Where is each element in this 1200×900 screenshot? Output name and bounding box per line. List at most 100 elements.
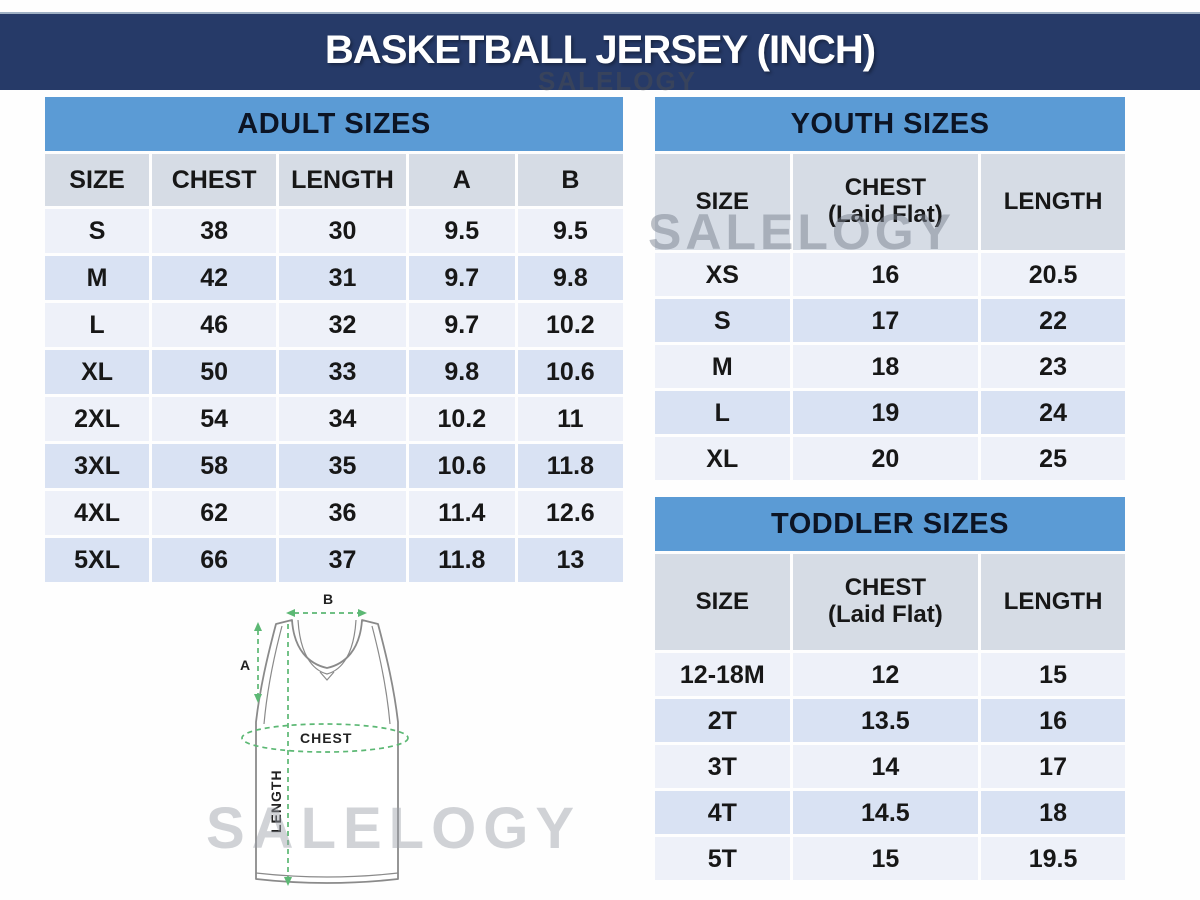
- table-cell: 20.5: [981, 253, 1125, 296]
- table-cell: 54: [152, 397, 277, 441]
- table-cell: 15: [981, 653, 1125, 696]
- table-cell: 37: [279, 538, 406, 582]
- table-cell: 14.5: [792, 791, 979, 834]
- table-cell: 24: [981, 391, 1125, 434]
- table-cell: 9.7: [408, 256, 515, 300]
- table-cell: 66: [152, 538, 277, 582]
- table-cell: 10.6: [408, 444, 515, 488]
- column-header: LENGTH: [981, 154, 1125, 250]
- table-cell: 10.2: [517, 303, 623, 347]
- table-cell: 17: [792, 299, 979, 342]
- table-row: XL 50 33 9.8 10.6: [45, 350, 623, 394]
- table-cell: 33: [279, 350, 406, 394]
- table-cell: XL: [45, 350, 150, 394]
- table-row: 3T 14 17: [655, 745, 1125, 788]
- label-chest: CHEST: [300, 730, 352, 746]
- table-row: 5T 15 19.5: [655, 837, 1125, 880]
- neck-vnotch: [319, 671, 335, 681]
- table-row: 2XL 54 34 10.2 11: [45, 397, 623, 441]
- table-cell: 13.5: [792, 699, 979, 742]
- page-title: BASKETBALL JERSEY (INCH): [324, 28, 876, 72]
- adult-table-title: ADULT SIZES: [45, 97, 623, 151]
- table-cell: 17: [981, 745, 1125, 788]
- table-cell: 2T: [655, 699, 790, 742]
- table-cell: 9.8: [517, 256, 623, 300]
- table-header-row: SIZE CHEST (Laid Flat) LENGTH: [655, 154, 1125, 250]
- table-row: L 46 32 9.7 10.2: [45, 303, 623, 347]
- measure-a-arrow-bottom: [254, 694, 262, 703]
- toddler-sizes-table: TODDLER SIZES SIZE CHEST (Laid Flat) LENGTH…: [655, 497, 1125, 880]
- table-cell: 9.5: [408, 209, 515, 253]
- table-header-row: SIZE CHEST LENGTH A B: [45, 154, 623, 206]
- table-cell: 23: [981, 345, 1125, 388]
- jersey-measurement-diagram: B A CHEST LENGTH: [240, 591, 409, 886]
- measure-b-arrow-right: [358, 609, 367, 617]
- table-cell: 62: [152, 491, 277, 535]
- table-cell: 11.8: [408, 538, 515, 582]
- adult-sizes-table: ADULT SIZES SIZE CHEST LENGTH A B S 38 30 9.5 9.5…: [45, 97, 623, 582]
- table-cell: 12.6: [517, 491, 623, 535]
- table-cell: M: [655, 345, 790, 388]
- column-header: SIZE: [45, 154, 150, 206]
- table-cell: 3T: [655, 745, 790, 788]
- left-armhole-trim: [263, 625, 283, 725]
- table-row: L 19 24: [655, 391, 1125, 434]
- table-row: 5XL 66 37 11.8 13: [45, 538, 623, 582]
- table-cell: 18: [792, 345, 979, 388]
- table-row: 12-18M 12 15: [655, 653, 1125, 696]
- table-cell: 4T: [655, 791, 790, 834]
- table-cell: 9.5: [517, 209, 623, 253]
- label-b: B: [323, 591, 334, 607]
- table-cell: 10.6: [517, 350, 623, 394]
- table-cell: 22: [981, 299, 1125, 342]
- table-cell: 5T: [655, 837, 790, 880]
- column-header: A: [408, 154, 515, 206]
- table-cell: M: [45, 256, 150, 300]
- table-cell: S: [45, 209, 150, 253]
- table-row: 2T 13.5 16: [655, 699, 1125, 742]
- table-cell: 30: [279, 209, 406, 253]
- measure-a-arrow-top: [254, 622, 262, 631]
- column-header: CHEST (Laid Flat): [792, 554, 979, 650]
- bottom-hem-line: [255, 872, 399, 878]
- label-length: LENGTH: [268, 769, 284, 833]
- table-cell: 11.8: [517, 444, 623, 488]
- table-row: M 18 23: [655, 345, 1125, 388]
- column-header: SIZE: [655, 554, 790, 650]
- table-cell: 58: [152, 444, 277, 488]
- table-cell: 12: [792, 653, 979, 696]
- column-header: CHEST: [152, 154, 277, 206]
- neck-trim: [297, 619, 357, 675]
- column-header: LENGTH: [981, 554, 1125, 650]
- measure-b-arrow-left: [286, 609, 295, 617]
- table-cell: 36: [279, 491, 406, 535]
- label-a: A: [240, 657, 251, 673]
- youth-table-title: YOUTH SIZES: [655, 97, 1125, 151]
- table-cell: 35: [279, 444, 406, 488]
- table-cell: 10.2: [408, 397, 515, 441]
- table-cell: 13: [517, 538, 623, 582]
- table-cell: 32: [279, 303, 406, 347]
- table-cell: L: [45, 303, 150, 347]
- table-cell: 18: [981, 791, 1125, 834]
- title-banner: SALELOGY BASKETBALL JERSEY (INCH): [0, 12, 1200, 96]
- table-row: S 38 30 9.5 9.5: [45, 209, 623, 253]
- column-header: B: [517, 154, 623, 206]
- table-row: 4XL 62 36 11.4 12.6: [45, 491, 623, 535]
- table-cell: 31: [279, 256, 406, 300]
- table-cell: 9.7: [408, 303, 515, 347]
- table-cell: XS: [655, 253, 790, 296]
- table-cell: S: [655, 299, 790, 342]
- table-cell: 4XL: [45, 491, 150, 535]
- table-row: 3XL 58 35 10.6 11.8: [45, 444, 623, 488]
- table-row: M 42 31 9.7 9.8: [45, 256, 623, 300]
- table-cell: 11.4: [408, 491, 515, 535]
- table-cell: 38: [152, 209, 277, 253]
- table-cell: 46: [152, 303, 277, 347]
- table-cell: 50: [152, 350, 277, 394]
- column-header: CHEST (Laid Flat): [792, 154, 979, 250]
- youth-sizes-table: YOUTH SIZES SIZE CHEST (Laid Flat) LENGTH XS…: [655, 97, 1125, 480]
- table-cell: 20: [792, 437, 979, 480]
- table-cell: 2XL: [45, 397, 150, 441]
